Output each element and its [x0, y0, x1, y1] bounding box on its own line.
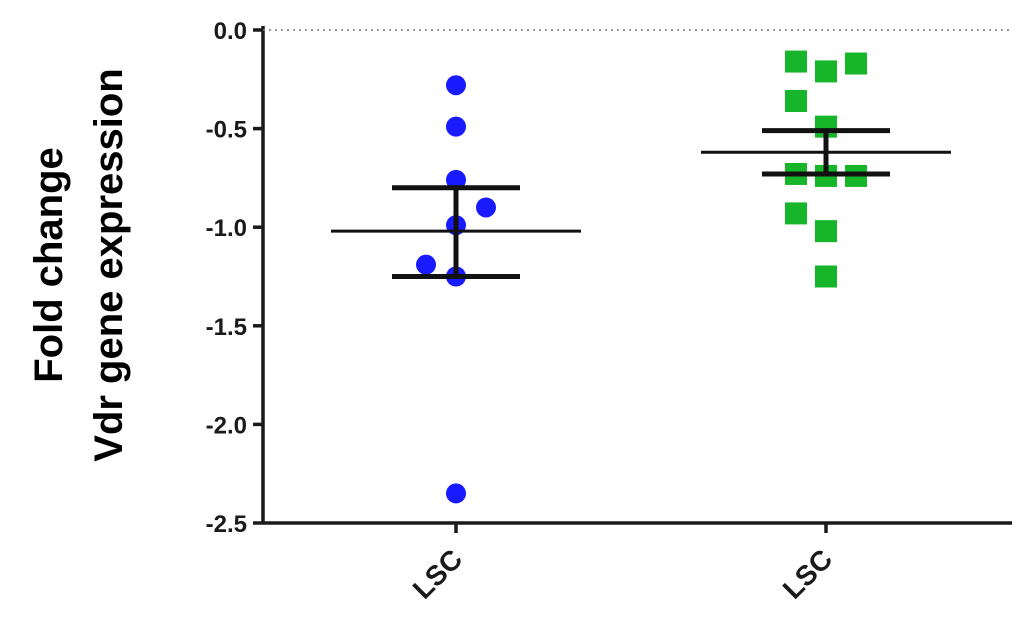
data-point-circle	[446, 483, 466, 504]
y-tick-label: -1.0	[206, 215, 247, 242]
data-point-square	[815, 60, 837, 83]
y-tick-label: -0.5	[206, 117, 247, 144]
y-tick-label: -2.0	[206, 412, 247, 439]
mean-and-error-bars	[331, 128, 951, 279]
y-axis-ticks: 0.0 -0.5 -1.0 -1.5 -2.0 -2.5	[206, 18, 263, 538]
y-axis-title-line-1: Fold change	[27, 147, 71, 383]
y-tick-label: -1.5	[206, 314, 247, 341]
x-category-label: LSC	[407, 543, 469, 605]
axes	[261, 26, 1012, 525]
data-point-square	[845, 52, 867, 75]
data-point-square	[815, 220, 837, 243]
y-axis-title-line-2: Vdr gene expression	[87, 68, 131, 461]
data-point-square	[815, 265, 837, 288]
data-point-circle	[476, 197, 496, 218]
data-point-square	[785, 50, 807, 73]
x-category-label: LSC	[777, 543, 839, 605]
data-point-circle	[446, 75, 466, 96]
data-point-circle	[446, 116, 466, 137]
data-points	[416, 50, 867, 504]
data-point-square	[785, 89, 807, 112]
data-point-circle	[416, 254, 436, 275]
x-axis-categories: LSC LSC	[407, 523, 839, 605]
y-axis-title: Fold change Vdr gene expression	[27, 68, 131, 461]
y-tick-label: -2.5	[206, 511, 247, 538]
y-tick-label: 0.0	[214, 18, 247, 45]
data-point-square	[785, 202, 807, 225]
data-point-circle	[446, 169, 466, 190]
